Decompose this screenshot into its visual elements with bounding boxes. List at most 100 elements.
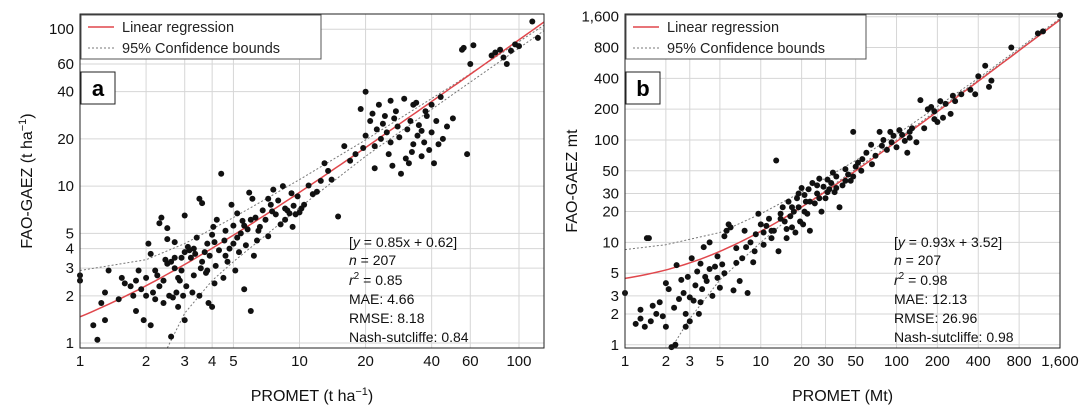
panel-a-point-100 (277, 221, 284, 228)
panel-b-point-75 (801, 192, 808, 198)
panel-b-point-54 (760, 241, 767, 248)
panel-a-point-58 (201, 249, 208, 256)
panel-a-point-200 (435, 141, 442, 148)
panel-b-point-10 (659, 313, 666, 320)
panel-a-point-121 (362, 132, 369, 139)
panel-a-point-40 (176, 277, 183, 284)
panel-a-point-136 (392, 108, 399, 115)
panel-b-y-axis-label-text: FAO-GAEZ mt (564, 129, 581, 233)
panel-a-x-tick-label-0: 1 (76, 353, 84, 370)
panel-b-point-30 (700, 244, 707, 251)
panel-a-point-165 (464, 151, 471, 158)
panel-b-point-135 (988, 77, 995, 84)
panel-b-point-144 (751, 248, 758, 255)
panel-b-point-140 (682, 310, 689, 317)
panel-a-legend-regression-label: Linear regression (122, 20, 234, 36)
panel-b-x-axis-label-text: PROMET (Mt) (792, 388, 893, 405)
panel-b-legend-regression-label: Linear regression (667, 20, 779, 36)
panel-a-point-149 (415, 122, 422, 129)
panel-a-point-86 (246, 189, 253, 196)
panel-a-point-125 (371, 143, 378, 150)
panel-b-x-tick-label-10: 400 (966, 353, 991, 370)
panel-a-point-160 (439, 135, 446, 142)
panel-b-point-36 (714, 253, 721, 260)
panel-a-frame (79, 13, 545, 349)
panel-a-stat-r2: r2 = 0.85 (349, 271, 403, 288)
panel-a-points (77, 18, 541, 343)
panel-a-point-33 (168, 258, 175, 265)
panel-a-stat-equation-prefix: [ (349, 234, 353, 250)
panel-b-point-150 (814, 182, 821, 189)
panel-a-point-194 (317, 177, 324, 184)
panel-b-point-168 (760, 229, 767, 236)
panel-b-point-92 (833, 173, 840, 180)
panel-a-point-36 (171, 239, 178, 246)
panel-a-panel-label: a (80, 71, 116, 105)
panel-a-point-173 (508, 47, 514, 54)
panel-a-x-tick-label-3: 4 (208, 353, 216, 370)
panel-b-point-27 (695, 310, 702, 317)
panel-b-point-142 (714, 274, 721, 281)
panel-b-point-9 (656, 299, 663, 306)
panel-a-y-tick-label-6: 20 (57, 131, 74, 148)
panel-b-point-159 (906, 134, 913, 141)
panel-a-point-177 (534, 34, 541, 41)
panel-a-point-18 (147, 322, 154, 329)
panel-b-point-89 (828, 180, 835, 186)
panel-a-point-76 (228, 201, 235, 208)
panel-b-point-149 (806, 198, 813, 205)
panel-b-point-146 (777, 215, 784, 222)
panel-b-stat-r2-value: = 0.98 (904, 272, 947, 288)
panel-b-point-69 (792, 229, 799, 236)
panel-a-point-95 (265, 233, 272, 240)
panel-a-point-157 (431, 160, 437, 167)
panel-b-x-tick-label-6: 30 (817, 353, 834, 370)
panel-b-point-109 (890, 132, 897, 139)
panel-b-stat-equation-rest: = 0.93x + 3.52] (905, 234, 1002, 250)
panel-a-point-145 (408, 149, 415, 155)
panel-a-y-axis-label: FAO-GAEZ (t ha−1) (17, 113, 36, 248)
panel-a-point-186 (222, 252, 229, 259)
panel-b-point-111 (896, 127, 903, 134)
panel-b-point-42 (727, 224, 734, 231)
panel-a-point-156 (428, 101, 435, 108)
panel-b-x-tick-label-12: 1,600 (1041, 353, 1079, 370)
panel-b-point-1 (632, 320, 639, 327)
panel-a-stat-nash: Nash-sutcliffe: 0.84 (349, 329, 469, 345)
panel-b-stat-n-value: = 207 (902, 252, 942, 268)
panel-a-point-184 (199, 258, 206, 265)
panel-a-point-5 (102, 317, 108, 324)
panel-a-point-7 (115, 296, 122, 303)
panel-a-point-180 (154, 272, 161, 279)
panel-a-point-133 (387, 139, 394, 146)
panel-b-points (622, 12, 1063, 351)
panel-b-point-56 (766, 215, 772, 222)
panel-a-point-90 (252, 214, 259, 221)
panel-b-point-74 (800, 221, 807, 228)
panel-b-point-53 (757, 221, 764, 228)
panel-b-point-106 (880, 137, 887, 143)
panel-a-point-166 (467, 61, 474, 67)
panel-b-x-tick-label-9: 200 (925, 353, 950, 370)
panel-a-point-122 (362, 88, 369, 95)
panel-a-point-3 (94, 336, 101, 343)
panel-a-point-62 (206, 252, 213, 259)
panel-b-point-116 (909, 125, 915, 132)
panel-a-point-23 (156, 283, 163, 290)
panel-a-point-150 (418, 153, 425, 160)
panel-b-point-64 (783, 235, 790, 242)
panel-a-point-148 (414, 132, 421, 139)
panel-b-point-55 (763, 222, 770, 229)
panel-a-point-182 (178, 267, 185, 274)
panel-a-point-88 (249, 195, 256, 202)
panel-b-stat-r2-sup: 2 (899, 271, 905, 282)
panel-b-point-134 (986, 83, 992, 90)
panel-b-y-tick-label-1: 2 (611, 306, 619, 323)
panel-a-point-104 (286, 210, 293, 217)
panel-b-point-157 (878, 142, 885, 149)
panel-a-point-9 (127, 283, 134, 290)
panel-b-point-167 (743, 244, 750, 251)
panel-b-point-65 (785, 198, 792, 205)
